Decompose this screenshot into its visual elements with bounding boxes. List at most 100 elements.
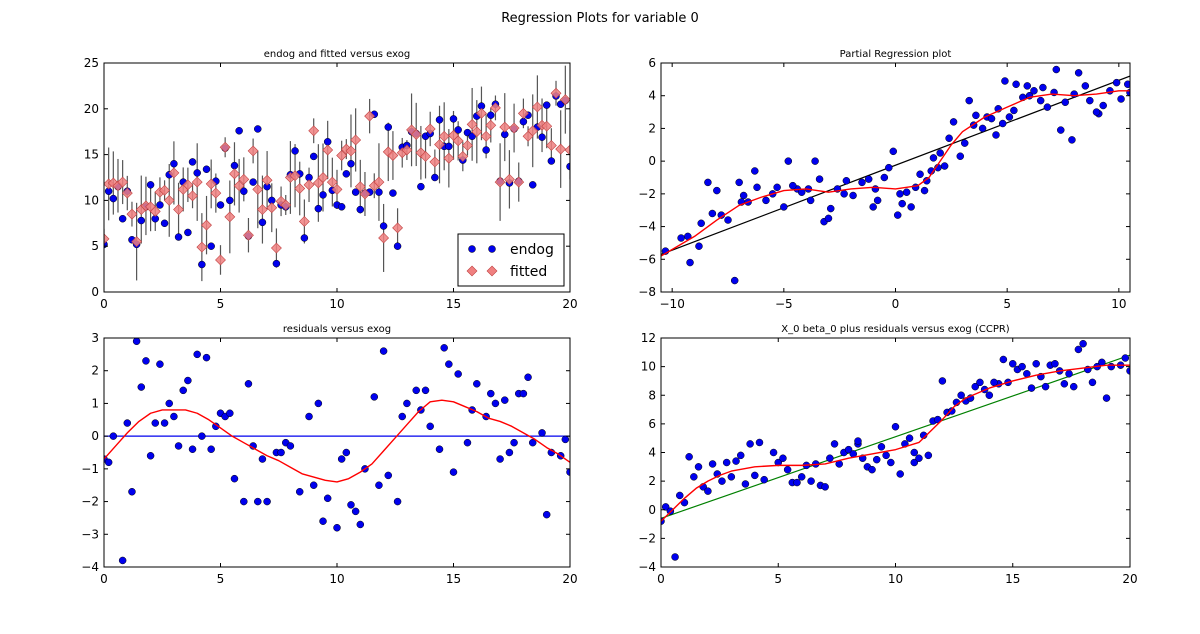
chart-panel: Partial Regression plot −10 −5 0 5 10 −8 −6 −4 −2… <box>638 49 1131 311</box>
endog-point <box>202 165 211 174</box>
y-tick-label: 0 <box>91 285 99 299</box>
data-point <box>965 96 973 105</box>
axes-frame <box>103 337 571 568</box>
data-point <box>741 480 750 488</box>
x-tick-label: 5 <box>1003 297 1011 311</box>
data-point <box>435 445 444 453</box>
data-point <box>538 429 546 437</box>
data-point <box>797 473 806 481</box>
data-point <box>375 481 383 489</box>
data-point <box>202 353 211 362</box>
chart-title: residuals versus exog <box>283 324 391 335</box>
endog-point <box>323 138 332 146</box>
data-point <box>889 147 898 156</box>
endog-point <box>347 160 355 168</box>
data-point <box>826 454 834 462</box>
y-tick-label: 6 <box>648 56 656 70</box>
data-point <box>1117 95 1125 103</box>
x-tick-label: 5 <box>217 297 225 311</box>
fitted-point <box>471 126 483 138</box>
endog-point <box>300 234 309 242</box>
data-point <box>854 437 862 445</box>
fitted-point <box>121 187 133 199</box>
data-point <box>510 438 518 447</box>
fitted-point <box>229 168 240 180</box>
data-point <box>751 471 759 480</box>
endog-point <box>435 116 444 124</box>
data-point <box>697 219 705 228</box>
data-point <box>704 178 712 187</box>
data-point <box>864 175 873 183</box>
data-point <box>174 442 183 450</box>
x-tick-label: 0 <box>100 572 108 586</box>
endog-point <box>445 142 453 151</box>
data-point <box>370 393 379 401</box>
endog-point <box>235 127 243 135</box>
y-tick-label: −2 <box>638 531 656 545</box>
data-point <box>940 162 949 170</box>
fitted-point <box>257 204 268 215</box>
data-point <box>1069 382 1078 391</box>
data-point <box>916 170 924 178</box>
data-point <box>1112 78 1121 87</box>
data-point <box>898 199 906 208</box>
data-point <box>746 440 754 448</box>
endog-point <box>566 162 570 171</box>
data-point <box>1036 96 1045 105</box>
data-point <box>971 382 979 391</box>
fitted-point <box>298 216 310 227</box>
fitted-point <box>494 176 506 188</box>
legend-marker-endog <box>488 245 496 253</box>
data-point <box>910 458 919 467</box>
data-point <box>793 478 801 487</box>
data-point <box>769 448 778 457</box>
fitted-point <box>420 151 431 162</box>
data-point <box>132 338 141 346</box>
data-point <box>722 458 731 467</box>
data-point <box>661 503 670 511</box>
y-tick-label: −2 <box>81 495 99 509</box>
y-tick-label: 6 <box>648 417 656 431</box>
fitted-point <box>513 176 525 188</box>
data-point <box>677 234 685 242</box>
data-point <box>305 412 313 421</box>
data-point <box>1060 380 1069 388</box>
y-tick-label: −4 <box>638 220 656 234</box>
data-point <box>1018 362 1026 371</box>
fitted-point <box>210 187 222 199</box>
fitted-point <box>182 179 194 191</box>
legend-marker-fitted <box>466 265 478 277</box>
data-point <box>718 477 726 485</box>
fitted-point <box>424 123 436 135</box>
fitted-point <box>499 121 511 133</box>
fitted-point <box>149 205 161 217</box>
endog-point <box>137 216 146 225</box>
fitted-point <box>410 129 422 140</box>
data-point <box>956 152 965 160</box>
data-point <box>902 188 911 196</box>
fitted-point <box>303 179 315 191</box>
fitted-point <box>354 181 366 193</box>
data-point <box>1121 354 1130 362</box>
data-point <box>920 186 929 195</box>
data-point <box>207 445 215 453</box>
endog-point <box>156 201 164 209</box>
fitted-point <box>392 222 404 234</box>
data-point <box>258 455 267 463</box>
data-point <box>724 216 732 224</box>
data-point <box>872 455 881 464</box>
data-point <box>893 211 902 219</box>
fitted-point <box>238 173 250 185</box>
data-point <box>938 377 947 385</box>
data-point <box>295 488 304 496</box>
data-point <box>690 473 698 481</box>
x-tick-label: 10 <box>329 297 344 311</box>
y-tick-label: 4 <box>648 89 656 103</box>
fitted-point <box>480 130 492 142</box>
data-point <box>487 389 495 398</box>
data-point <box>869 203 877 211</box>
data-point <box>990 378 998 387</box>
fitted-point <box>224 211 236 223</box>
data-point <box>811 157 819 165</box>
